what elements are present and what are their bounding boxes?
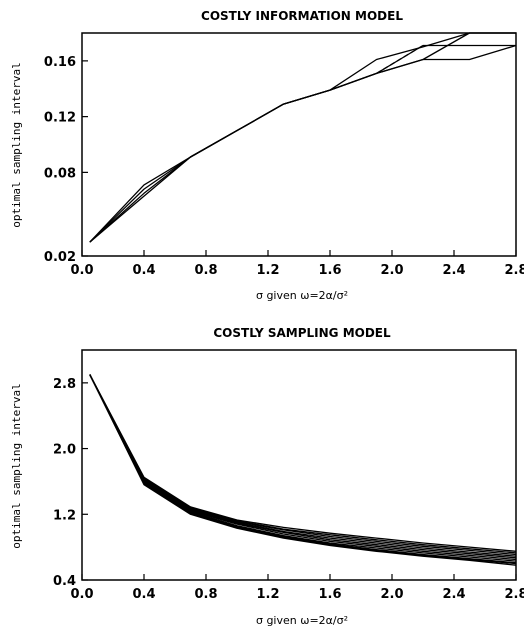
series-line-0 [89, 32, 516, 243]
y-tick-label: 0.12 [44, 111, 76, 126]
plot-frame [81, 32, 517, 257]
y-tick-label: 0.02 [44, 250, 76, 265]
x-axis-label: σ given ω=2α/σ² [256, 289, 348, 302]
x-tick-label: 0.8 [194, 263, 217, 278]
series-lines [89, 374, 517, 566]
costly-information-chart: COSTLY INFORMATION MODEL 0.0 0.4 0.8 1.2 1.6… [10, 9, 524, 302]
chart-title: COSTLY INFORMATION MODEL [201, 9, 403, 23]
series-line-4 [89, 374, 517, 559]
y-axis-ticks: 0.02 0.08 0.12 0.16 [44, 55, 88, 265]
x-tick-label: 1.6 [318, 587, 341, 602]
x-tick-label: 0.0 [70, 587, 93, 602]
y-tick-label: 1.2 [53, 508, 76, 523]
series-lines [89, 32, 517, 243]
x-tick-label: 1.6 [318, 263, 341, 278]
x-tick-label: 2.0 [380, 587, 403, 602]
costly-sampling-chart: COSTLY SAMPLING MODEL 0.0 0.4 0.8 1.2 1.6 2.0… [10, 326, 524, 627]
series-line-1 [89, 44, 517, 243]
plot-frame [81, 349, 517, 581]
y-axis-label: optimal sampling interval [10, 383, 23, 549]
x-tick-label: 0.8 [194, 587, 217, 602]
x-tick-label: 0.4 [132, 587, 155, 602]
series-line-7 [89, 374, 517, 564]
series-line-6 [89, 374, 517, 562]
x-tick-label: 0.0 [70, 263, 93, 278]
x-tick-label: 2.0 [380, 263, 403, 278]
series-line-3 [89, 32, 516, 243]
y-axis-label: optimal sampling interval [10, 62, 23, 228]
x-tick-label: 2.4 [442, 263, 465, 278]
series-line-0 [89, 374, 517, 552]
series-line-1 [89, 374, 517, 554]
y-tick-label: 0.16 [44, 55, 76, 70]
x-tick-label: 2.4 [442, 587, 465, 602]
x-axis-label: σ given ω=2α/σ² [256, 614, 348, 627]
series-line-5 [89, 374, 517, 561]
x-tick-label: 0.4 [132, 263, 155, 278]
series-line-3 [89, 374, 517, 557]
y-tick-label: 2.8 [53, 377, 76, 392]
x-tick-label: 1.2 [256, 587, 279, 602]
series-line-2 [89, 374, 517, 556]
x-axis-ticks: 0.0 0.4 0.8 1.2 1.6 2.0 2.4 2.8 [70, 250, 524, 278]
x-tick-label: 1.2 [256, 263, 279, 278]
y-axis-ticks: 0.4 1.2 2.0 2.8 [53, 377, 88, 589]
series-line-2 [89, 44, 516, 243]
x-axis-ticks: 0.0 0.4 0.8 1.2 1.6 2.0 2.4 2.8 [70, 574, 524, 602]
x-tick-label: 2.8 [504, 263, 524, 278]
y-tick-label: 0.4 [53, 574, 76, 589]
x-tick-label: 2.8 [504, 587, 524, 602]
y-tick-label: 0.08 [44, 166, 76, 181]
y-tick-label: 2.0 [53, 443, 76, 458]
series-line-8 [89, 374, 517, 565]
chart-title: COSTLY SAMPLING MODEL [213, 326, 391, 340]
series-line-9 [89, 374, 517, 566]
series-line-4 [376, 44, 424, 74]
